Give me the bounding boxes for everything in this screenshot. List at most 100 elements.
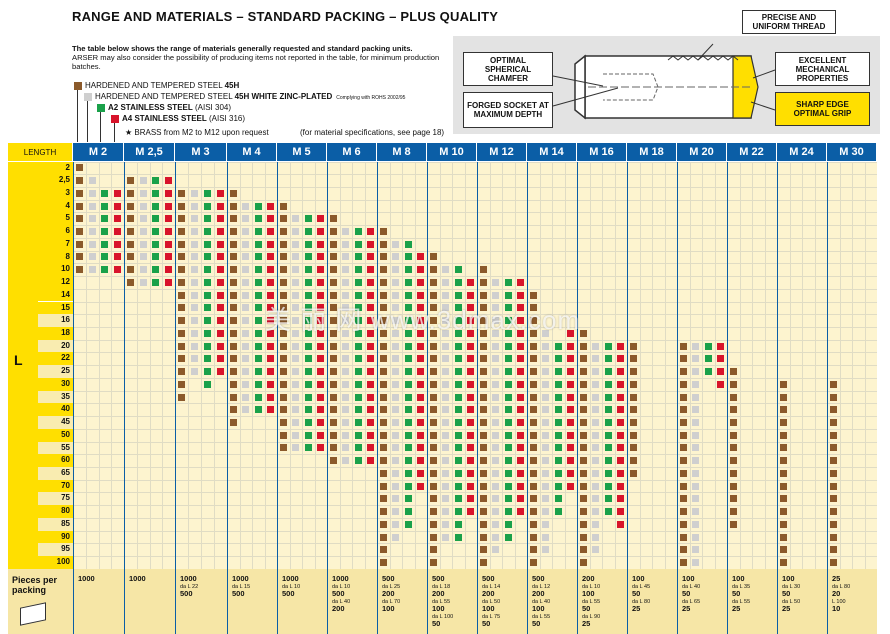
grid-cell xyxy=(752,530,765,544)
grid-cell xyxy=(727,301,740,315)
material-mark xyxy=(279,393,287,401)
grid-cell xyxy=(489,454,502,467)
material-mark xyxy=(829,457,837,465)
grid-cell xyxy=(264,467,277,480)
material-mark xyxy=(417,368,425,376)
grid-cell xyxy=(414,416,427,429)
grid-cell xyxy=(452,339,465,353)
material-mark xyxy=(292,240,300,248)
grid-cell xyxy=(439,479,452,493)
grid-cell xyxy=(727,212,740,226)
grid-cell xyxy=(527,237,540,251)
grid-cell xyxy=(702,517,715,531)
grid-cell xyxy=(702,199,715,213)
grid-cell xyxy=(264,237,277,251)
material-mark xyxy=(692,520,700,528)
grid-cell xyxy=(764,467,777,480)
material-mark xyxy=(392,431,400,439)
grid-cell xyxy=(852,339,865,353)
grid-cell xyxy=(564,212,577,226)
material-mark xyxy=(304,393,312,401)
grid-cell xyxy=(552,467,565,480)
grid-cell xyxy=(352,199,365,213)
grid-cell xyxy=(639,543,652,557)
material-mark xyxy=(304,253,312,261)
material-mark xyxy=(178,291,185,299)
grid-cell xyxy=(614,467,627,480)
grid-cell xyxy=(264,365,277,378)
grid-cell xyxy=(136,301,150,315)
grid-cell xyxy=(136,365,150,378)
grid-cell xyxy=(789,212,802,226)
packing-qty: 25 xyxy=(732,603,741,613)
grid-cell xyxy=(689,326,702,340)
grid-cell xyxy=(464,250,477,264)
grid-cell xyxy=(502,186,515,200)
grid-cell xyxy=(201,276,214,289)
grid-cell xyxy=(85,556,99,569)
packing-qty: 25 xyxy=(582,618,591,628)
grid-cell xyxy=(364,326,377,340)
grid-cell xyxy=(664,530,677,544)
grid-cell xyxy=(802,428,815,442)
grid-cell xyxy=(302,365,315,378)
legend-swatch-1 xyxy=(84,93,92,101)
grid-cell xyxy=(98,377,112,391)
grid-cell xyxy=(552,479,565,493)
material-mark xyxy=(267,278,275,286)
grid-cell xyxy=(352,276,365,289)
material-mark xyxy=(191,278,198,286)
grid-cell xyxy=(852,556,865,569)
material-mark xyxy=(367,457,375,465)
grid-cell xyxy=(73,301,86,315)
material-mark xyxy=(542,482,550,490)
grid-cell xyxy=(814,428,827,442)
material-mark xyxy=(242,380,250,388)
grid-cell xyxy=(864,479,877,493)
size-header-6: M 8 xyxy=(377,143,427,161)
material-mark xyxy=(379,546,387,554)
material-mark xyxy=(517,495,525,503)
material-mark xyxy=(504,355,512,363)
grid-cell xyxy=(652,543,665,557)
grid-cell xyxy=(639,250,652,264)
grid-cell xyxy=(302,212,315,226)
material-mark xyxy=(139,202,147,210)
material-mark xyxy=(304,368,312,376)
material-mark xyxy=(467,329,475,337)
grid-cell xyxy=(98,174,112,187)
material-mark xyxy=(504,482,512,490)
grid-cell xyxy=(502,326,515,340)
grid-cell xyxy=(252,416,265,429)
grid-cell xyxy=(239,492,252,506)
grid-cell xyxy=(162,288,175,302)
grid-cell xyxy=(264,199,277,213)
material-mark xyxy=(342,418,350,426)
grid-cell xyxy=(111,314,124,327)
material-mark xyxy=(317,278,325,286)
grid-cell xyxy=(352,186,365,200)
material-mark xyxy=(554,342,562,350)
grid-cell xyxy=(864,326,877,340)
grid-cell xyxy=(489,276,502,289)
grid-cell xyxy=(439,212,452,226)
grid-cell xyxy=(252,276,265,289)
material-mark xyxy=(529,431,537,439)
grid-cell xyxy=(564,352,577,366)
grid-cell xyxy=(802,505,815,518)
grid-cell xyxy=(227,517,240,531)
material-mark xyxy=(529,457,537,465)
grid-cell xyxy=(464,416,477,429)
grid-cell xyxy=(124,365,137,378)
grid-cell xyxy=(339,174,352,187)
grid-cell xyxy=(314,492,327,506)
grid-cell xyxy=(175,556,188,569)
grid-cell xyxy=(302,301,315,315)
grid-cell xyxy=(214,237,227,251)
grid-cell xyxy=(777,276,790,289)
material-mark xyxy=(504,291,512,299)
grid-cell xyxy=(702,352,715,366)
material-mark xyxy=(442,317,450,325)
grid-cell xyxy=(162,352,175,366)
col-divider xyxy=(73,161,74,569)
